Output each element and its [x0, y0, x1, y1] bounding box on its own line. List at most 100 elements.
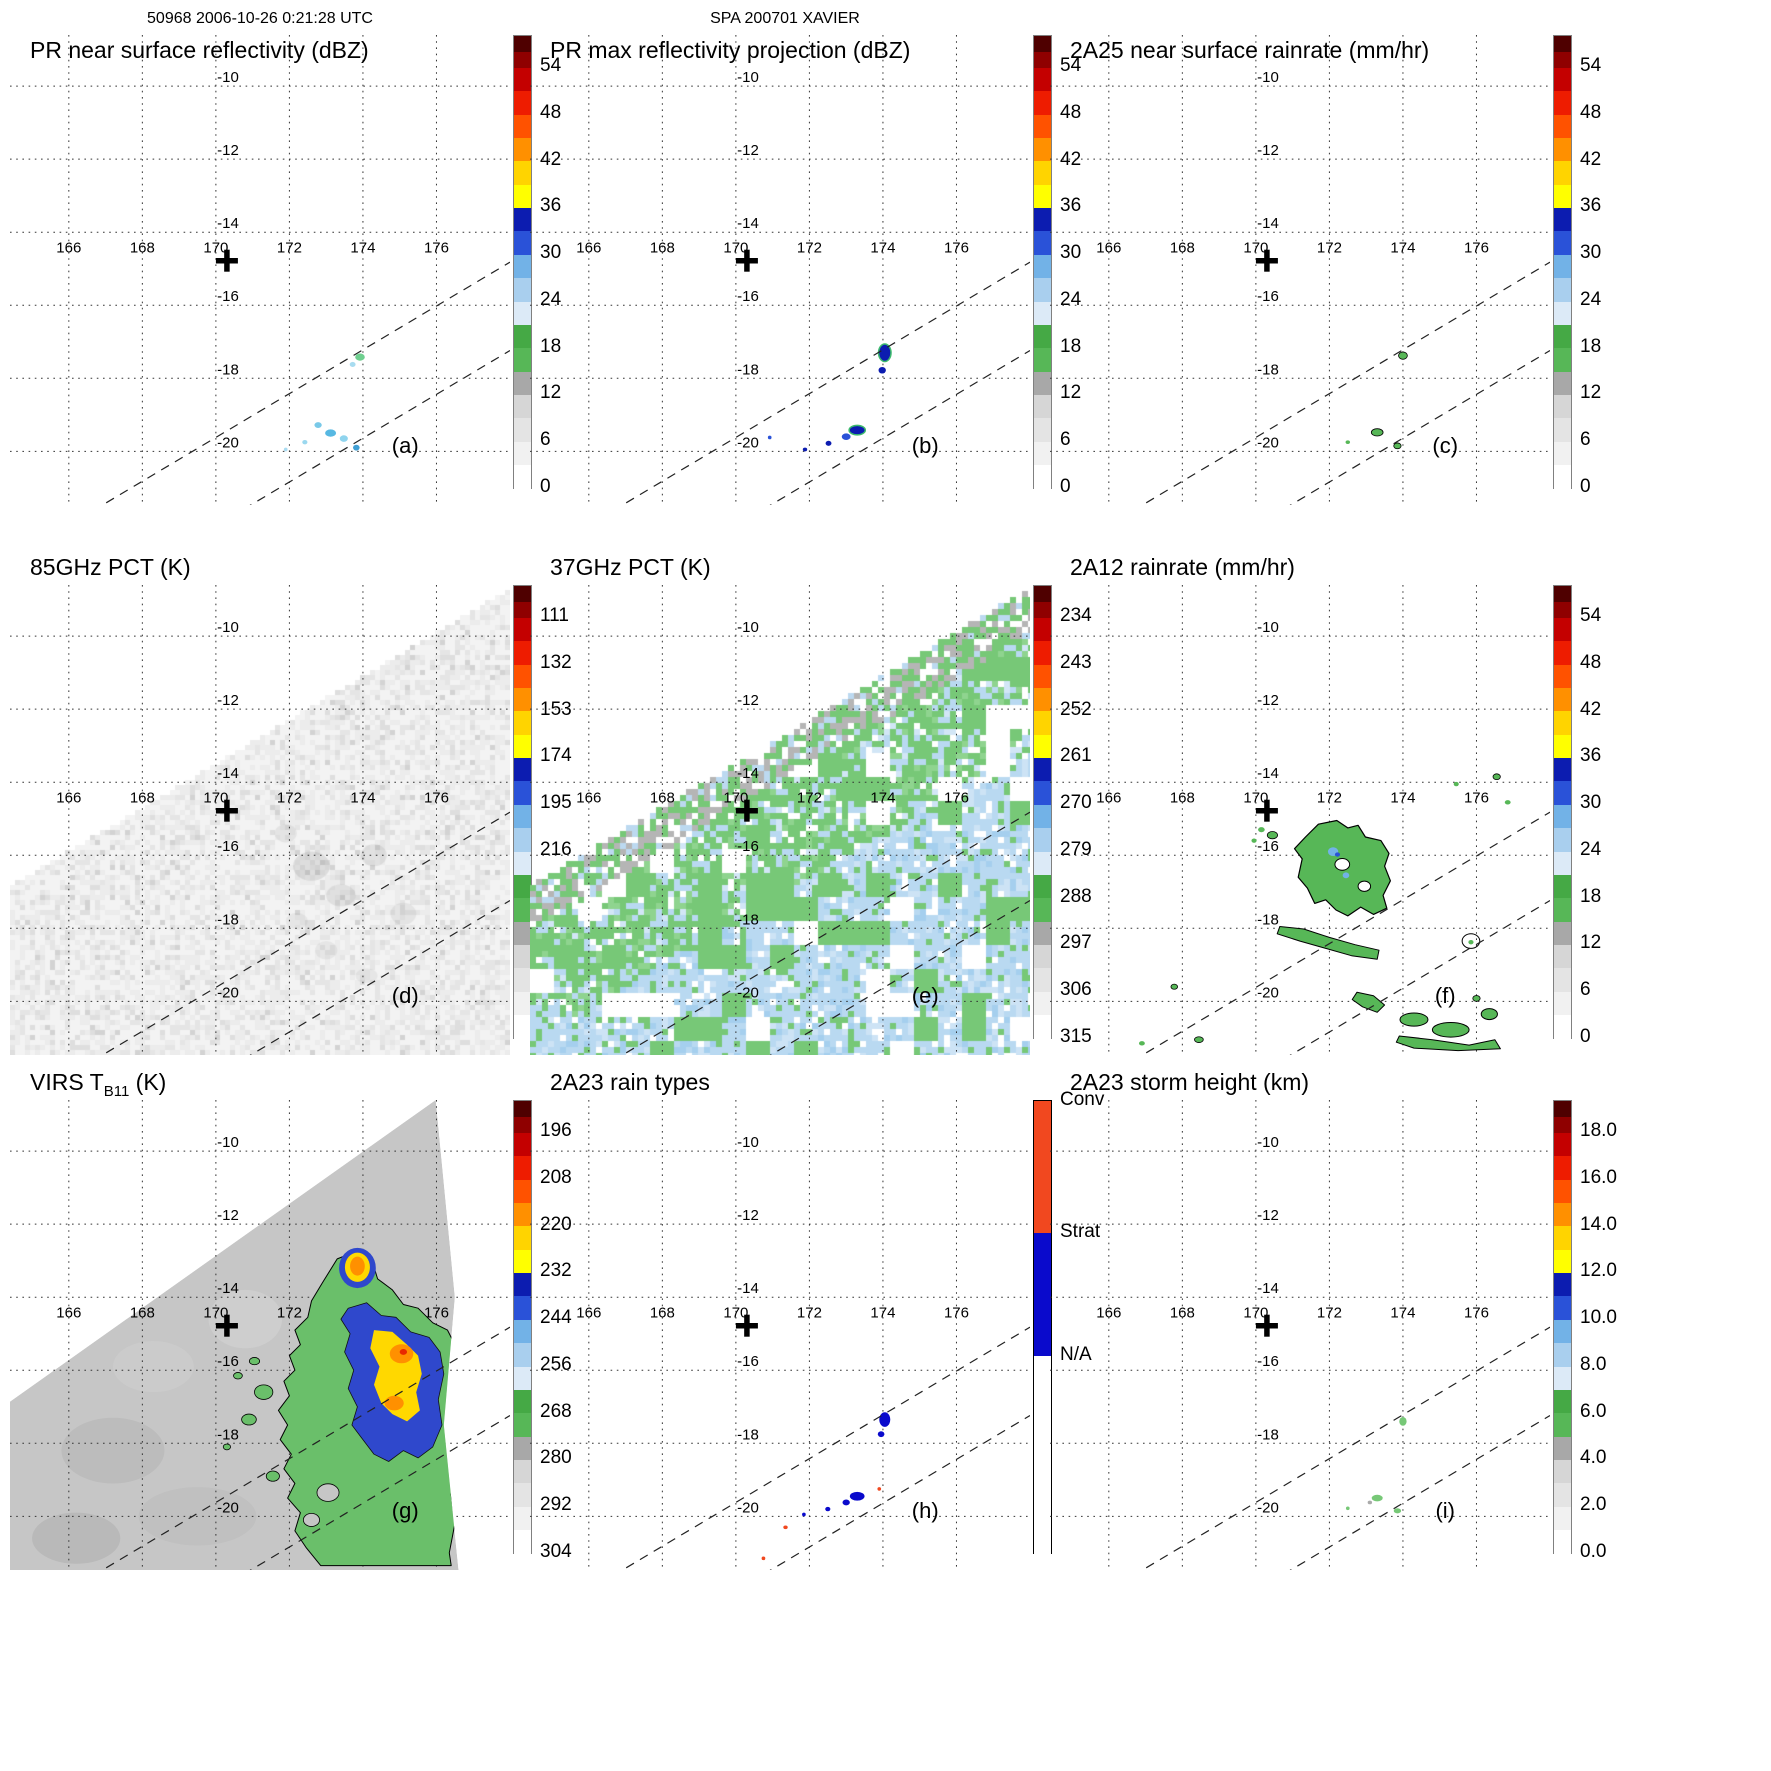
colorbar-segment — [1034, 230, 1051, 255]
colorbar-segment — [514, 1132, 531, 1157]
colorbar-segment — [1554, 67, 1571, 92]
panel-pr-near-surface-reflectivity: PR near surface reflectivity (dBZ) 166 16… — [10, 35, 640, 505]
svg-text:170: 170 — [723, 1305, 748, 1322]
colorbar-segment — [1034, 371, 1051, 396]
svg-text:174: 174 — [1390, 240, 1415, 257]
colorbar-segment — [514, 1295, 531, 1320]
colorbar-segment — [1554, 1459, 1571, 1484]
svg-text:-20: -20 — [737, 1499, 759, 1516]
svg-text:170: 170 — [1243, 790, 1268, 807]
svg-text:166: 166 — [1096, 790, 1121, 807]
colorbar: 54 48 42 36 30 24 18 12 6 0 — [1553, 585, 1663, 1047]
svg-text:-10: -10 — [217, 69, 239, 86]
colorbar-segment — [1034, 601, 1051, 618]
svg-text:174: 174 — [1390, 1305, 1415, 1322]
colorbar-segment — [514, 113, 531, 138]
map-plot: 166 168 170 172 174 176 -10 -12 -14 -16 -18 -20 (d) — [10, 585, 510, 1055]
panel-2a25-rainrate: 2A25 near surface rainrate (mm/hr) 166 16… — [1050, 35, 1680, 505]
colorbar-strip — [1033, 585, 1052, 1039]
svg-text:166: 166 — [56, 240, 81, 257]
data-raster — [10, 35, 510, 505]
panel-title-text: 2A25 near surface rainrate (mm/hr) — [1070, 37, 1430, 63]
svg-text:-12: -12 — [1257, 1207, 1279, 1224]
colorbar-segment — [1554, 734, 1571, 759]
colorbar-tick-label: 12 — [1580, 932, 1602, 954]
svg-text:174: 174 — [1390, 790, 1415, 807]
colorbar-segment — [1034, 394, 1051, 419]
colorbar-segment — [1034, 827, 1051, 852]
colorbar-segment — [1554, 51, 1571, 68]
svg-text:-12: -12 — [737, 142, 759, 159]
svg-text:-18: -18 — [217, 911, 239, 928]
svg-text:(d): (d) — [392, 983, 419, 1008]
colorbar-segment — [1034, 1355, 1051, 1554]
svg-text:-16: -16 — [1257, 288, 1279, 305]
panel-title: 2A23 storm height (km) — [1070, 1069, 1309, 1096]
colorbar-segment — [1034, 710, 1051, 735]
svg-text:-20: -20 — [217, 1499, 239, 1516]
svg-text:172: 172 — [1317, 1305, 1342, 1322]
svg-text:168: 168 — [1170, 1305, 1195, 1322]
svg-text:-20: -20 — [1257, 1499, 1279, 1516]
colorbar-segment — [1554, 1014, 1571, 1039]
svg-text:-20: -20 — [1257, 984, 1279, 1001]
colorbar-segment — [1034, 1101, 1051, 1234]
colorbar-segment — [1554, 640, 1571, 665]
colorbar-segment — [1034, 464, 1051, 489]
colorbar-tick-label: 6 — [1580, 979, 1591, 1001]
colorbar-segment — [1554, 1225, 1571, 1250]
svg-text:176: 176 — [424, 790, 449, 807]
colorbar-segment — [514, 780, 531, 805]
svg-text:168: 168 — [650, 1305, 675, 1322]
panel-title: 85GHz PCT (K) — [30, 554, 191, 581]
colorbar-segment — [1034, 921, 1051, 946]
colorbar-segment — [1554, 441, 1571, 466]
colorbar-segment — [514, 827, 531, 852]
svg-text:-12: -12 — [737, 692, 759, 709]
colorbar-segment — [514, 601, 531, 618]
colorbar-segment — [1554, 991, 1571, 1016]
svg-text:174: 174 — [870, 240, 895, 257]
colorbar-tick-label: 6.0 — [1580, 1400, 1607, 1422]
colorbar-segment — [1554, 277, 1571, 302]
colorbar-segment — [1034, 441, 1051, 466]
data-raster — [530, 1100, 1030, 1570]
colorbar-segment — [1554, 1365, 1571, 1390]
colorbar-segment — [1034, 757, 1051, 782]
svg-text:168: 168 — [130, 1305, 155, 1322]
colorbar-strip — [513, 1100, 532, 1554]
colorbar-tick-label: 12.0 — [1580, 1260, 1617, 1282]
colorbar-segment — [1554, 1342, 1571, 1367]
svg-text:-12: -12 — [1257, 142, 1279, 159]
colorbar-segment — [1034, 804, 1051, 829]
svg-text:168: 168 — [1170, 790, 1195, 807]
colorbar-segment — [514, 944, 531, 969]
svg-text:174: 174 — [870, 790, 895, 807]
map-plot: 166 168 170 172 174 176 -10 -12 -14 -16 -18 -20 (a) — [10, 35, 510, 505]
svg-text:-16: -16 — [217, 1353, 239, 1370]
colorbar-segment — [514, 967, 531, 992]
colorbar-segment — [514, 324, 531, 349]
colorbar-segment — [1554, 1436, 1571, 1461]
colorbar-segment — [1554, 1249, 1571, 1274]
colorbar-segment — [1034, 137, 1051, 162]
svg-text:-18: -18 — [737, 361, 759, 378]
storm-name-header: SPA 200701 XAVIER — [710, 10, 860, 27]
svg-text:-12: -12 — [217, 692, 239, 709]
colorbar-segment — [514, 874, 531, 899]
svg-text:(f): (f) — [1435, 983, 1456, 1008]
svg-text:168: 168 — [650, 790, 675, 807]
svg-text:166: 166 — [1096, 240, 1121, 257]
svg-text:176: 176 — [424, 1305, 449, 1322]
colorbar-segment — [1034, 324, 1051, 349]
svg-text:168: 168 — [1170, 240, 1195, 257]
colorbar-segment — [1034, 1014, 1051, 1039]
colorbar-segment — [1034, 944, 1051, 969]
colorbar-tick-label: 24 — [1580, 838, 1602, 860]
map-area: 166 168 170 172 174 176 -10 -12 -14 -16 -18 -20 (d) — [10, 585, 510, 1055]
colorbar-segment — [1554, 663, 1571, 688]
colorbar-segment — [1554, 1178, 1571, 1203]
colorbar-segment — [514, 687, 531, 712]
colorbar-segment — [514, 710, 531, 735]
